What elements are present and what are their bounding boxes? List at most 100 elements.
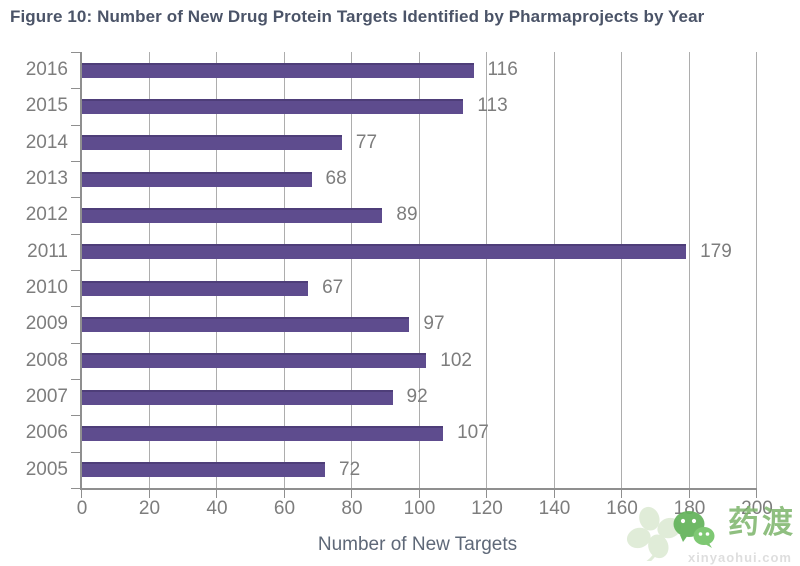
year-label: 2012 bbox=[25, 204, 68, 226]
bar bbox=[82, 425, 444, 441]
year-label: 2006 bbox=[25, 422, 68, 444]
value-label: 116 bbox=[487, 59, 518, 81]
bar-row: 2008 102 bbox=[26, 343, 757, 379]
x-tick-label: 20 bbox=[138, 498, 161, 519]
y-tick-mark bbox=[71, 197, 80, 198]
value-label: 102 bbox=[440, 349, 472, 371]
bar-row: 2011 179 bbox=[27, 234, 757, 270]
x-tick-label: 60 bbox=[273, 498, 296, 519]
value-label: 89 bbox=[396, 204, 418, 226]
gridline bbox=[688, 52, 690, 488]
x-tick-mark bbox=[351, 490, 352, 498]
year-label: 2010 bbox=[25, 277, 68, 299]
x-tick-mark bbox=[283, 490, 285, 498]
x-tick-mark bbox=[688, 490, 690, 498]
y-tick-mark bbox=[71, 125, 80, 126]
y-tick-mark bbox=[71, 488, 80, 489]
year-label: 2016 bbox=[25, 59, 68, 81]
x-tick-label: 160 bbox=[606, 498, 638, 519]
y-tick-mark bbox=[71, 379, 80, 380]
year-label: 2005 bbox=[25, 458, 68, 480]
value-label: 67 bbox=[322, 277, 344, 299]
gridline bbox=[418, 52, 420, 488]
x-tick-label: 120 bbox=[471, 498, 503, 519]
x-tick-mark bbox=[486, 490, 487, 498]
bar-row: 2007 92 bbox=[26, 379, 757, 415]
watermark-url-text: xinyaohui.com bbox=[687, 550, 792, 565]
gridline bbox=[283, 52, 285, 488]
y-tick-mark bbox=[71, 270, 80, 271]
x-axis-title: Number of New Targets bbox=[317, 534, 518, 555]
bar-row: 2005 72 bbox=[26, 452, 757, 488]
value-label: 107 bbox=[457, 422, 489, 444]
x-tick-mark bbox=[621, 490, 622, 498]
gridline bbox=[148, 52, 150, 488]
bar-row: 2010 67 bbox=[26, 270, 757, 306]
bar bbox=[82, 244, 687, 260]
y-tick-mark bbox=[71, 415, 80, 416]
bar-row: 2016 116 bbox=[26, 52, 757, 88]
bar-row: 2006 107 bbox=[26, 415, 757, 451]
x-tick-label: 100 bbox=[403, 498, 436, 519]
y-tick-mark bbox=[71, 452, 80, 453]
y-tick-mark bbox=[71, 161, 80, 162]
y-tick-mark bbox=[71, 88, 80, 89]
value-label: 113 bbox=[477, 95, 508, 117]
year-label: 2008 bbox=[25, 349, 68, 371]
value-label: 92 bbox=[406, 386, 428, 408]
bar-row: 2012 89 bbox=[26, 197, 757, 233]
x-tick-mark bbox=[756, 490, 757, 498]
gridline bbox=[351, 52, 352, 488]
bar bbox=[82, 389, 393, 405]
figure-title: Figure 10: Number of New Drug Protein Ta… bbox=[10, 7, 705, 26]
y-tick-mark bbox=[71, 306, 80, 307]
year-label: 2015 bbox=[25, 95, 68, 117]
clover-icon bbox=[626, 506, 682, 561]
bar bbox=[82, 98, 464, 114]
year-label: 2014 bbox=[25, 131, 68, 153]
bar bbox=[82, 135, 342, 151]
bar bbox=[82, 171, 312, 187]
bar-rows: 2016 116 2015 113 2014 77 2013 68 2012 89 2011 179 2… bbox=[26, 52, 757, 488]
wechat-icon bbox=[673, 511, 715, 548]
bar bbox=[82, 62, 474, 78]
watermark: 药渡 xinyaohui.com bbox=[614, 502, 798, 566]
bar bbox=[82, 353, 427, 369]
bar bbox=[82, 316, 410, 332]
bar-row: 2015 113 bbox=[26, 88, 757, 124]
year-label: 2013 bbox=[25, 168, 68, 190]
gridline bbox=[621, 52, 622, 488]
x-tick-label: 140 bbox=[538, 498, 571, 519]
value-label: 68 bbox=[325, 168, 347, 190]
x-tick-mark bbox=[553, 490, 555, 498]
x-tick-label: 0 bbox=[76, 498, 88, 519]
bar bbox=[82, 280, 309, 296]
x-tick-label: 200 bbox=[741, 498, 773, 519]
bar-row: 2009 97 bbox=[26, 306, 757, 342]
gridline bbox=[216, 52, 217, 488]
year-label: 2011 bbox=[27, 240, 68, 262]
y-tick-mark bbox=[71, 234, 80, 235]
bar-row: 2013 68 bbox=[26, 161, 757, 197]
gridline bbox=[756, 52, 757, 488]
x-tick-mark bbox=[216, 490, 217, 498]
x-tick-mark bbox=[81, 490, 82, 498]
bar-row: 2014 77 bbox=[26, 125, 757, 161]
year-label: 2009 bbox=[25, 313, 68, 335]
gridline bbox=[553, 52, 555, 488]
value-label: 77 bbox=[355, 131, 378, 153]
gridline bbox=[486, 52, 487, 488]
value-label: 72 bbox=[339, 458, 361, 480]
bar bbox=[82, 462, 325, 478]
y-tick-mark bbox=[71, 343, 80, 344]
x-tick-label: 80 bbox=[341, 498, 363, 519]
plot-area: 2016 116 2015 113 2014 77 2013 68 2012 89 2011 179 2… bbox=[26, 52, 773, 519]
x-tick-mark bbox=[148, 490, 150, 498]
x-tick-label: 40 bbox=[206, 498, 228, 519]
y-tick-mark bbox=[71, 52, 80, 53]
x-tick-mark bbox=[418, 490, 420, 498]
bar bbox=[82, 207, 383, 223]
value-label: 97 bbox=[423, 313, 445, 335]
watermark-brand-text: 药渡 bbox=[728, 505, 796, 540]
